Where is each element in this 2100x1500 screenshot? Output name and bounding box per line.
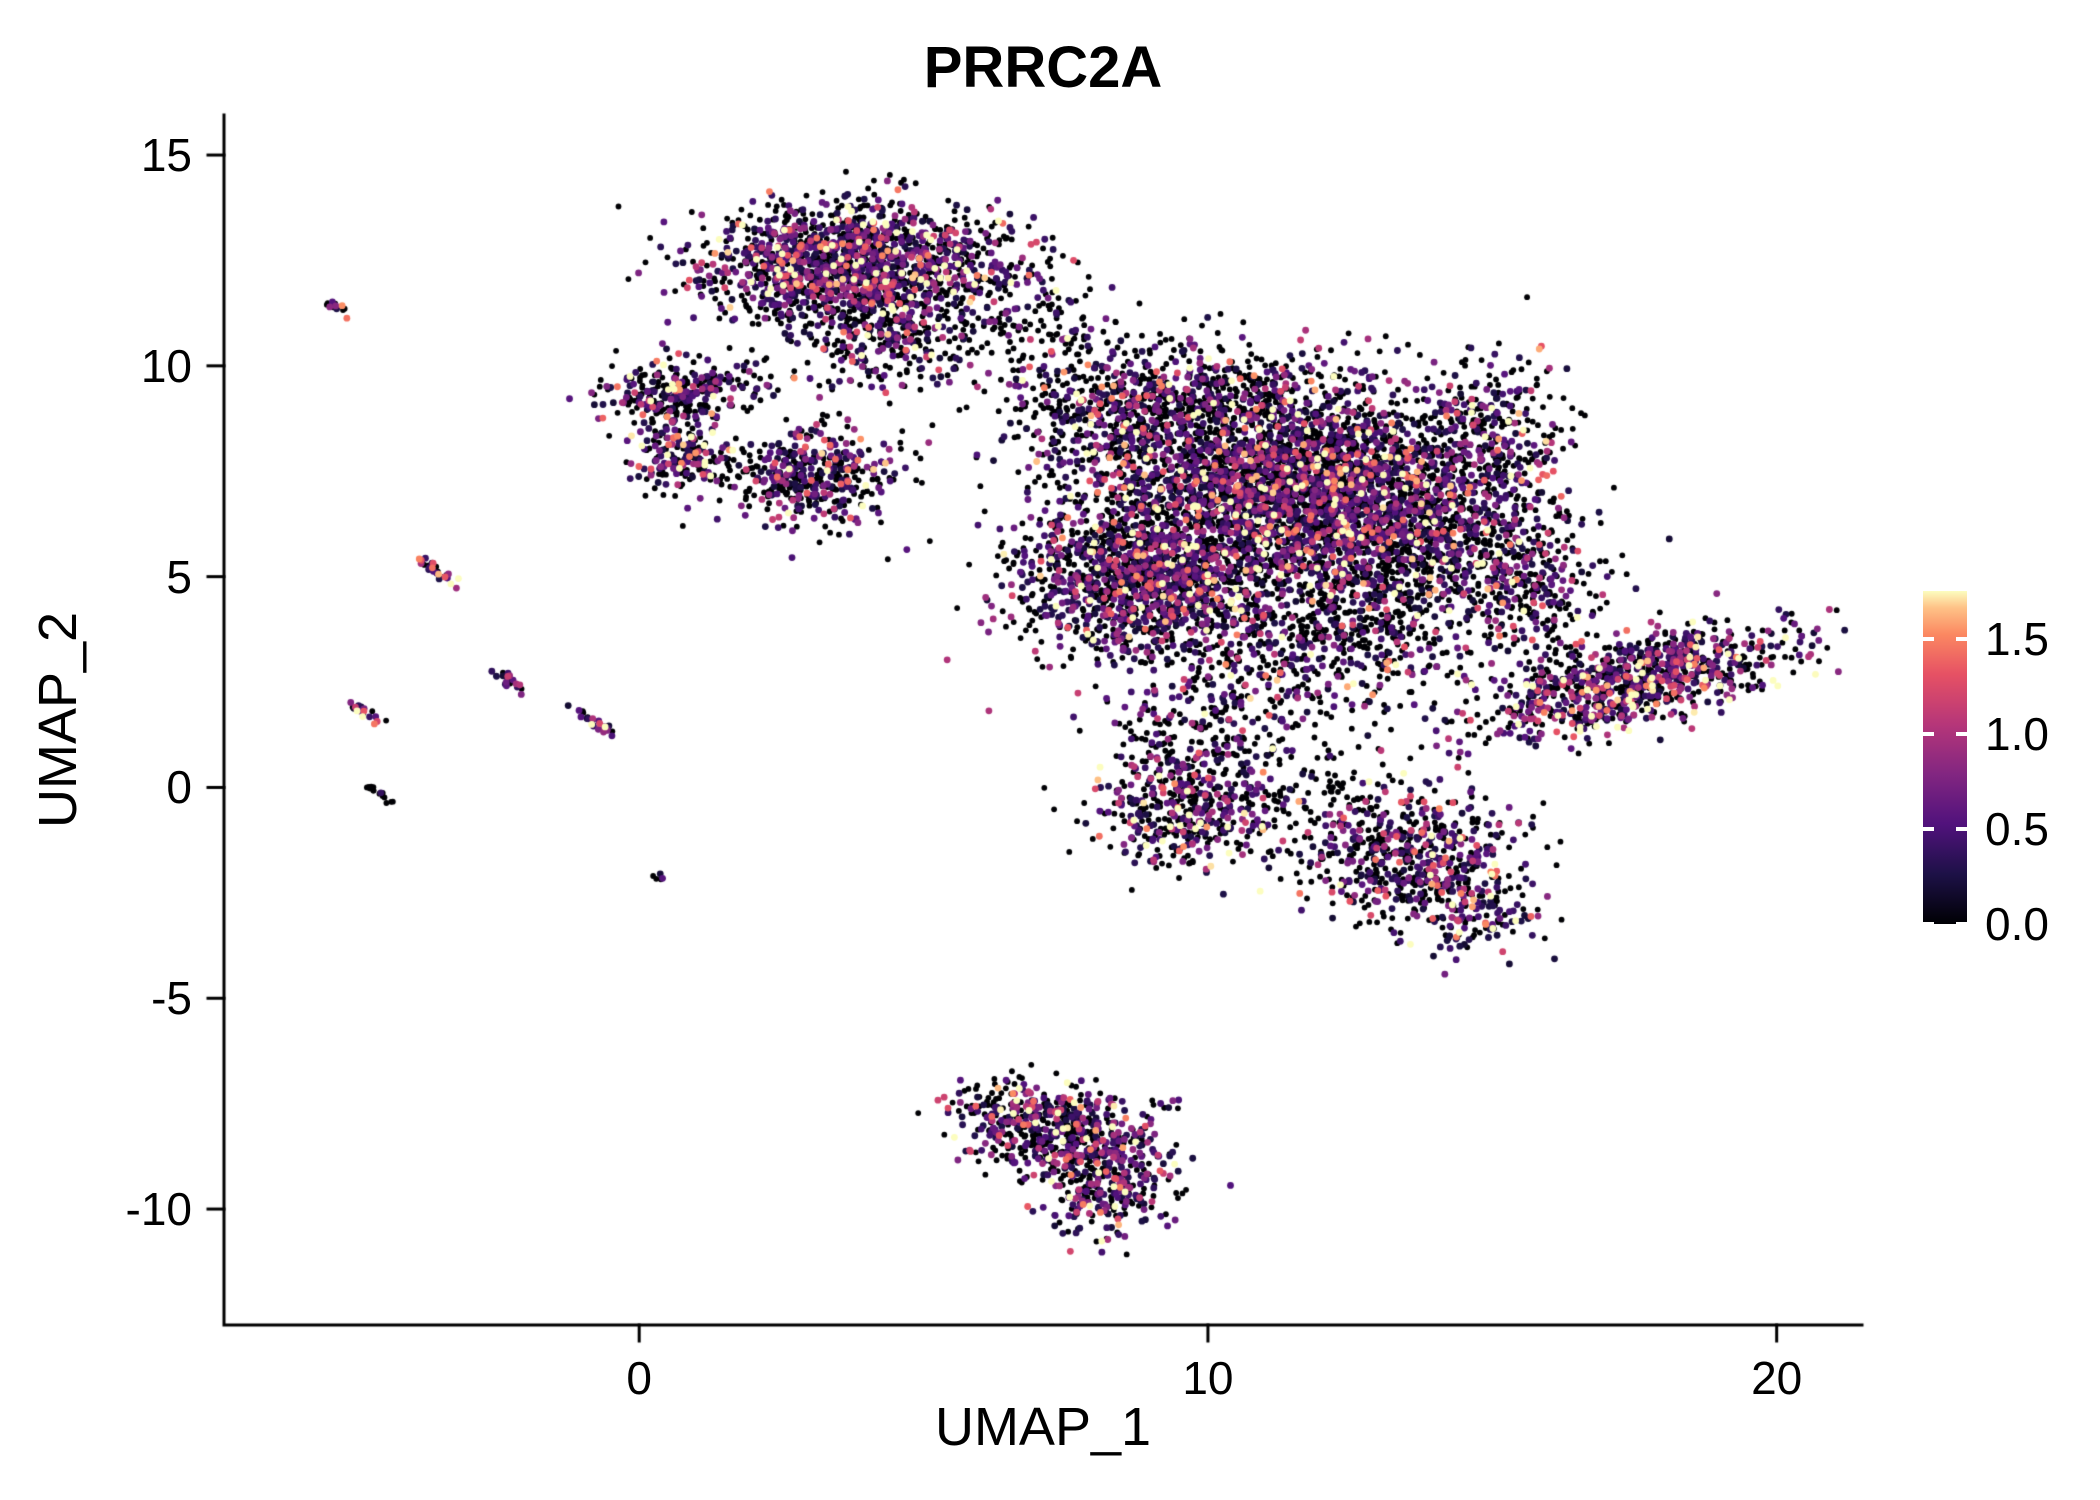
y-tick-label: -5 (151, 972, 192, 1025)
colorbar-tick-mark (1956, 922, 1967, 926)
y-axis-title: UMAP_2 (28, 611, 88, 829)
colorbar-tick-mark (1956, 826, 1967, 831)
colorbar-tick-mark (1956, 731, 1967, 736)
colorbar-tick-mark (1923, 731, 1934, 736)
x-tick-label: 0 (626, 1352, 652, 1404)
colorbar-tick-mark (1923, 826, 1934, 831)
colorbar-tick-label: 0.0 (1985, 898, 2049, 950)
colorbar-tick-mark (1923, 636, 1934, 641)
y-tick-label: 5 (166, 550, 192, 603)
colorbar-tick-mark (1956, 636, 1967, 641)
y-tick-label: -10 (125, 1183, 192, 1236)
colorbar-tick-label: 0.5 (1985, 802, 2049, 855)
x-tick-label: 20 (1751, 1352, 1803, 1404)
plot-title: PRRC2A (923, 35, 1163, 100)
y-tick-label: 10 (140, 339, 192, 392)
x-axis-title: UMAP_1 (934, 1397, 1152, 1457)
y-tick-label: 0 (166, 761, 192, 814)
colorbar-tick-mark (1923, 922, 1934, 926)
colorbar-tick-label: 1.5 (1985, 612, 2049, 665)
colorbar (1923, 591, 1967, 926)
y-tick-label: 15 (140, 129, 192, 182)
colorbar-tick-label: 1.0 (1985, 707, 2049, 760)
x-tick-label: 10 (1182, 1352, 1234, 1404)
colorbar-gradient (1923, 591, 1967, 924)
